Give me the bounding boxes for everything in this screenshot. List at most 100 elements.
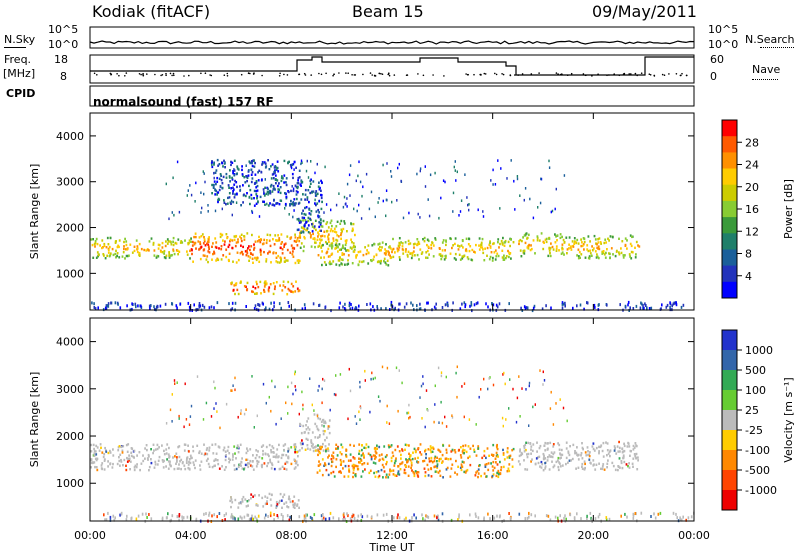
range-cell bbox=[255, 180, 258, 183]
range-cell bbox=[376, 513, 379, 517]
range-cell bbox=[296, 228, 299, 232]
range-cell bbox=[495, 451, 498, 455]
range-cell bbox=[217, 258, 220, 261]
range-cell bbox=[319, 463, 322, 466]
nave-dot bbox=[538, 72, 540, 74]
range-cell bbox=[603, 468, 606, 471]
range-cell bbox=[383, 257, 386, 260]
range-cell bbox=[266, 202, 268, 206]
range-cell bbox=[485, 475, 488, 478]
range-cell bbox=[273, 204, 276, 207]
range-cell bbox=[338, 470, 340, 474]
range-cell bbox=[360, 454, 363, 457]
range-cell bbox=[324, 306, 326, 310]
range-cell bbox=[390, 300, 393, 304]
range-cell bbox=[264, 453, 267, 456]
range-cell bbox=[390, 469, 393, 473]
range-cell bbox=[573, 237, 576, 240]
range-cell bbox=[349, 164, 352, 167]
range-cell bbox=[292, 505, 295, 509]
range-cell bbox=[622, 454, 625, 457]
range-cell bbox=[620, 460, 623, 463]
range-cell bbox=[356, 518, 359, 522]
range-cell bbox=[495, 474, 498, 478]
range-cell bbox=[633, 453, 636, 456]
range-cell bbox=[216, 410, 218, 413]
range-cell bbox=[404, 250, 407, 253]
range-cell bbox=[529, 442, 532, 445]
nave-dot bbox=[483, 72, 486, 75]
range-cell bbox=[542, 469, 545, 472]
range-cell bbox=[186, 457, 188, 460]
range-cell bbox=[267, 252, 269, 255]
range-cell bbox=[297, 217, 300, 221]
range-cell bbox=[488, 377, 490, 380]
range-cell bbox=[261, 465, 263, 469]
range-cell bbox=[434, 237, 437, 240]
range-cell bbox=[130, 517, 132, 521]
range-cell bbox=[230, 505, 232, 509]
range-cell bbox=[540, 232, 543, 235]
range-cell bbox=[299, 231, 301, 235]
range-cell bbox=[332, 260, 335, 263]
range-cell bbox=[526, 516, 529, 520]
range-cell bbox=[454, 471, 456, 474]
range-cell bbox=[355, 464, 357, 468]
range-cell bbox=[241, 173, 244, 176]
range-cell bbox=[507, 249, 509, 253]
range-cell bbox=[572, 443, 575, 447]
range-cell bbox=[508, 455, 511, 458]
range-cell bbox=[280, 513, 283, 517]
range-cell bbox=[225, 512, 227, 516]
range-cell bbox=[458, 515, 460, 519]
nave-dot bbox=[165, 72, 167, 75]
range-cell bbox=[204, 244, 207, 247]
range-cell bbox=[422, 460, 424, 463]
range-cell bbox=[609, 252, 611, 256]
nave-dot bbox=[304, 74, 307, 76]
range-cell bbox=[559, 457, 561, 460]
range-cell bbox=[302, 209, 304, 212]
range-cell bbox=[601, 252, 604, 255]
range-cell bbox=[357, 514, 360, 518]
range-cell bbox=[205, 258, 208, 261]
range-cell bbox=[427, 474, 430, 477]
range-cell bbox=[119, 453, 122, 456]
range-cell bbox=[90, 461, 93, 465]
range-cell bbox=[523, 234, 526, 237]
range-cell bbox=[456, 170, 458, 174]
range-cell bbox=[564, 304, 566, 308]
range-cell bbox=[114, 240, 117, 243]
range-cell bbox=[246, 281, 249, 285]
range-cell bbox=[280, 417, 282, 420]
nave-dot bbox=[570, 72, 573, 75]
range-cell bbox=[166, 242, 169, 245]
range-cell bbox=[186, 253, 189, 256]
range-cell bbox=[312, 237, 315, 240]
range-cell bbox=[434, 384, 436, 388]
range-cell bbox=[497, 238, 500, 241]
range-cell bbox=[356, 209, 358, 213]
range-cell bbox=[501, 416, 504, 420]
range-cell bbox=[280, 233, 283, 236]
range-cell bbox=[178, 250, 181, 253]
range-cell bbox=[442, 239, 445, 242]
range-cell bbox=[459, 466, 462, 469]
range-cell bbox=[419, 216, 421, 219]
range-cell bbox=[274, 174, 277, 177]
range-cell bbox=[453, 449, 456, 452]
range-cell bbox=[246, 513, 249, 517]
range-cell bbox=[168, 456, 170, 459]
range-cell bbox=[126, 450, 129, 453]
range-cell bbox=[199, 241, 201, 244]
range-cell bbox=[316, 471, 319, 474]
range-cell bbox=[405, 458, 407, 461]
range-cell bbox=[680, 518, 683, 522]
range-cell bbox=[261, 457, 264, 460]
range-cell bbox=[234, 452, 236, 455]
range-cell bbox=[629, 306, 631, 310]
range-cell bbox=[233, 235, 236, 238]
range-cell bbox=[602, 455, 605, 458]
range-cell bbox=[332, 470, 335, 474]
range-cell bbox=[274, 455, 277, 458]
